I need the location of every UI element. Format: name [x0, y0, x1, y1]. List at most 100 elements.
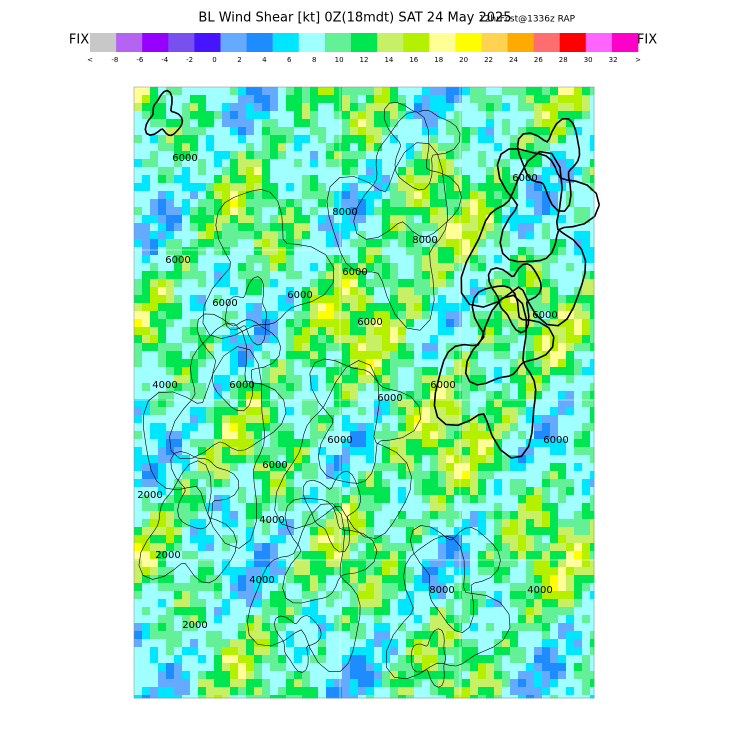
- field-cell: [478, 223, 487, 232]
- field-cell: [470, 631, 479, 640]
- field-cell: [286, 503, 295, 512]
- field-cell: [534, 503, 543, 512]
- field-cell: [590, 263, 595, 272]
- field-cell: [374, 631, 383, 640]
- field-cell: [302, 415, 311, 424]
- field-cell: [558, 127, 567, 136]
- field-cell: [190, 135, 199, 144]
- field-cell: [190, 655, 199, 664]
- field-cell: [262, 487, 271, 496]
- contour-label: 6000: [357, 317, 382, 328]
- field-cell: [150, 487, 159, 496]
- field-cell: [142, 287, 151, 296]
- field-cell: [350, 111, 359, 120]
- field-cell: [294, 431, 303, 440]
- field-cell: [566, 327, 575, 336]
- field-cell: [278, 255, 287, 264]
- colorbar: < -8 -6 -4 -2 0 2 4 6 8 10 12 14 16 18 20 22 24 26 28 30 32 >: [87, 33, 641, 64]
- field-cell: [342, 111, 351, 120]
- field-cell: [134, 639, 143, 648]
- field-cell: [326, 519, 335, 528]
- field-cell: [310, 87, 319, 96]
- field-cell: [446, 343, 455, 352]
- field-cell: [238, 463, 247, 472]
- field-cell: [582, 439, 591, 448]
- field-cell: [406, 119, 415, 128]
- field-cell: [182, 439, 191, 448]
- field-cell: [222, 567, 231, 576]
- field-cell: [382, 567, 391, 576]
- field-cell: [222, 575, 231, 584]
- field-cell: [182, 231, 191, 240]
- field-cell: [198, 615, 207, 624]
- field-cell: [150, 367, 159, 376]
- field-cell: [318, 223, 327, 232]
- field-cell: [534, 343, 543, 352]
- field-cell: [358, 599, 367, 608]
- field-cell: [590, 455, 595, 464]
- field-cell: [358, 471, 367, 480]
- field-cell: [582, 527, 591, 536]
- field-cell: [582, 511, 591, 520]
- field-cell: [486, 127, 495, 136]
- field-cell: [350, 255, 359, 264]
- field-cell: [150, 439, 159, 448]
- field-cell: [262, 175, 271, 184]
- field-cell: [254, 103, 263, 112]
- field-cell: [462, 311, 471, 320]
- field-cell: [278, 447, 287, 456]
- field-cell: [430, 623, 439, 632]
- field-cell: [310, 119, 319, 128]
- field-cell: [246, 479, 255, 488]
- field-cell: [446, 599, 455, 608]
- field-cell: [430, 311, 439, 320]
- field-cell: [534, 495, 543, 504]
- field-cell: [430, 383, 439, 392]
- field-cell: [326, 167, 335, 176]
- field-cell: [350, 511, 359, 520]
- field-cell: [278, 319, 287, 328]
- fix-left[interactable]: FIX: [69, 33, 89, 48]
- field-cell: [150, 687, 159, 696]
- field-cell: [318, 103, 327, 112]
- field-cell: [174, 375, 183, 384]
- field-cell: [430, 431, 439, 440]
- field-cell: [390, 255, 399, 264]
- field-cell: [358, 127, 367, 136]
- field-cell: [454, 335, 463, 344]
- field-cell: [230, 295, 239, 304]
- field-cell: [590, 351, 595, 360]
- field-cell: [278, 647, 287, 656]
- field-cell: [214, 615, 223, 624]
- field-cell: [278, 567, 287, 576]
- field-cell: [550, 343, 559, 352]
- field-cell: [206, 559, 215, 568]
- fix-right[interactable]: FIX: [637, 33, 657, 48]
- field-cell: [446, 271, 455, 280]
- field-cell: [446, 639, 455, 648]
- field-cell: [414, 663, 423, 672]
- field-cell: [206, 239, 215, 248]
- field-cell: [246, 543, 255, 552]
- field-cell: [470, 407, 479, 416]
- field-cell: [318, 119, 327, 128]
- field-cell: [454, 159, 463, 168]
- field-cell: [542, 471, 551, 480]
- field-cell: [190, 463, 199, 472]
- field-cell: [246, 351, 255, 360]
- field-cell: [422, 159, 431, 168]
- field-cell: [582, 231, 591, 240]
- field-cell: [206, 407, 215, 416]
- field-cell: [294, 615, 303, 624]
- field-cell: [358, 167, 367, 176]
- field-cell: [366, 391, 375, 400]
- field-cell: [582, 663, 591, 672]
- field-cell: [438, 567, 447, 576]
- field-cell: [270, 463, 279, 472]
- field-cell: [542, 263, 551, 272]
- field-cell: [230, 687, 239, 696]
- field-cell: [198, 527, 207, 536]
- field-cell: [542, 511, 551, 520]
- field-cell: [286, 135, 295, 144]
- field-cell: [534, 695, 543, 699]
